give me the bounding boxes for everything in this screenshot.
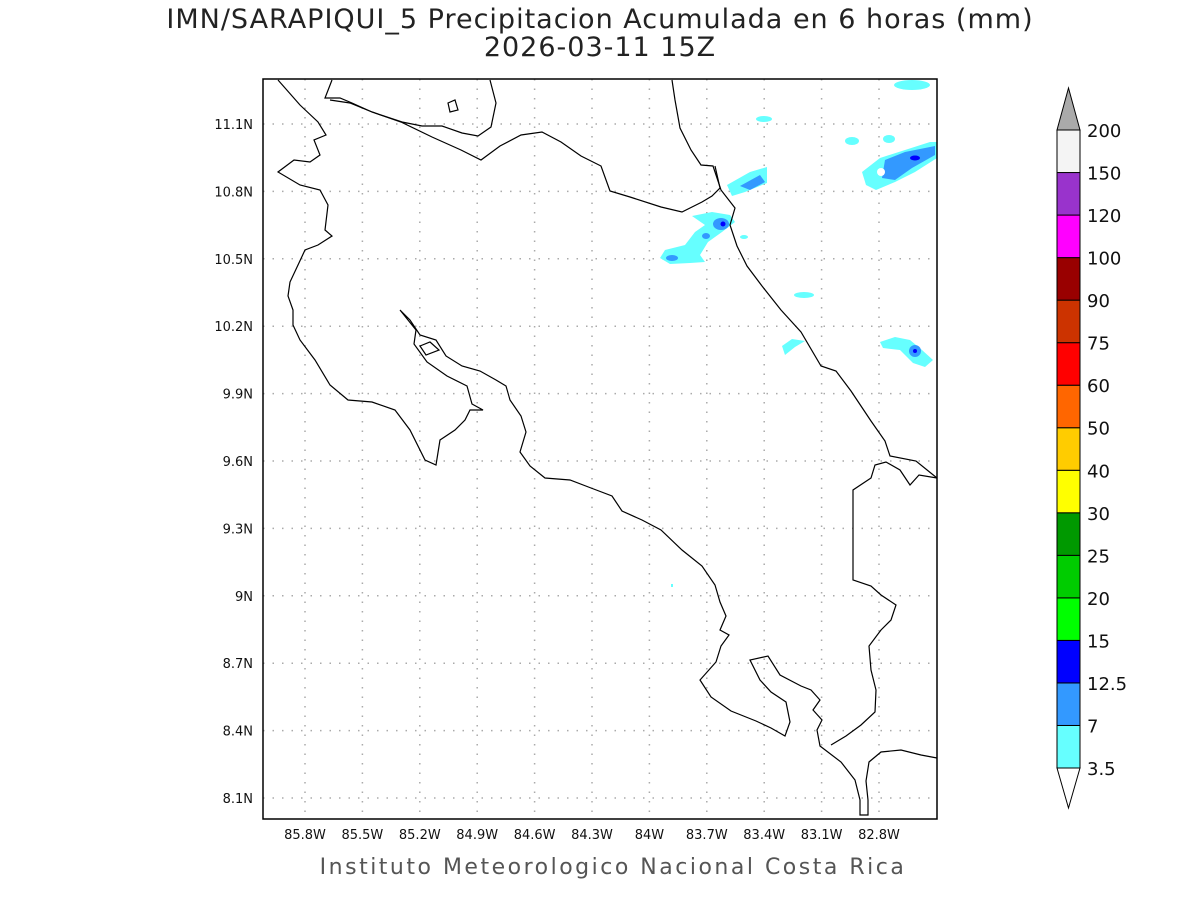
colorbar-swatch: [1056, 129, 1081, 174]
colorbar-below-triangle: [1056, 767, 1081, 810]
lon-tick-label: 85.5W: [341, 828, 383, 843]
precip-area: [671, 584, 673, 587]
colorbar-swatch: [1056, 682, 1081, 726]
colorbar-swatch: [1056, 427, 1081, 471]
lon-tick-label: 82.8W: [858, 828, 900, 843]
colorbar-swatch: [1056, 554, 1081, 599]
colorbar-swatch: [1056, 214, 1081, 259]
colorbar-label: 75: [1087, 334, 1110, 355]
colorbar-label: 60: [1087, 376, 1110, 397]
colorbar-label: 120: [1087, 206, 1121, 227]
colorbar-label: 7: [1087, 716, 1098, 737]
precip-area: [740, 175, 765, 190]
coastlines-borders: [276, 79, 938, 816]
lon-tick-label: 84.9W: [456, 828, 498, 843]
precip-area: [882, 146, 935, 180]
colorbar-swatch: [1056, 299, 1081, 344]
colorbar-label: 200: [1087, 121, 1121, 142]
colorbar-label: 100: [1087, 249, 1121, 270]
lon-tick-label: 85.2W: [399, 828, 441, 843]
lat-tick-label: 9N: [235, 590, 253, 605]
lon-tick-label: 83.4W: [743, 828, 785, 843]
colorbar-label: 12.5: [1087, 674, 1127, 695]
precipitation-field: [660, 80, 937, 587]
colorbar-label: 40: [1087, 461, 1110, 482]
lat-lon-grid: [263, 79, 937, 819]
panama-border: [830, 461, 938, 746]
lat-tick-label: 10.8N: [214, 185, 253, 200]
caribbean-coastline: [671, 79, 938, 479]
lon-tick-label: 85.8W: [284, 828, 326, 843]
axis-ticks: 85.8W 85.5W 85.2W 84.9W 84.6W 84.3W 84W 83.7W 83…: [214, 118, 900, 843]
lat-tick-label: 9.9N: [223, 388, 253, 403]
nicaragua-border: [329, 99, 721, 213]
colorbar-swatch: [1056, 172, 1081, 216]
precip-area: [666, 255, 678, 261]
lon-tick-label: 84.6W: [514, 828, 556, 843]
colorbar-label: 30: [1087, 504, 1110, 525]
colorbar-label: 20: [1087, 589, 1110, 610]
lon-tick-label: 84W: [635, 828, 665, 843]
precip-area: [910, 155, 920, 161]
precip-area: [756, 116, 772, 122]
colorbar-above-triangle: [1056, 86, 1081, 131]
colorbar-label: 50: [1087, 419, 1110, 440]
colorbar-label: 15: [1087, 631, 1110, 652]
map-valid-time: 2026-03-11 15Z: [483, 32, 717, 63]
precip-area: [794, 292, 814, 298]
colorbar-swatch: [1056, 724, 1081, 769]
precip-area: [727, 167, 767, 196]
precip-area: [782, 339, 805, 355]
precip-area: [845, 137, 859, 145]
colorbar-swatch: [1056, 512, 1081, 556]
lon-tick-label: 83.7W: [686, 828, 728, 843]
pacific-coastline: [276, 79, 938, 816]
lat-tick-label: 11.1N: [214, 118, 253, 133]
lat-tick-label: 8.7N: [223, 657, 253, 672]
map-frame: [262, 78, 938, 820]
colorbar-swatch: [1056, 342, 1081, 386]
lat-tick-label: 10.5N: [214, 253, 253, 268]
precip-area: [877, 168, 885, 176]
precip-area: [740, 235, 748, 239]
colorbar-label: 25: [1087, 546, 1110, 567]
lat-tick-label: 9.6N: [223, 455, 253, 470]
precip-area: [702, 233, 710, 239]
colorbar-swatch: [1056, 469, 1081, 514]
lon-tick-label: 83.1W: [801, 828, 843, 843]
lat-tick-label: 8.1N: [223, 792, 253, 807]
footer-credit: Instituto Meteorologico Nacional Costa R…: [319, 855, 907, 880]
island: [447, 99, 459, 113]
colorbar-label: 3.5: [1087, 759, 1116, 780]
colorbar-swatch: [1056, 639, 1081, 684]
precip-area: [913, 349, 917, 353]
colorbar-swatch: [1056, 384, 1081, 429]
lat-tick-label: 8.4N: [223, 725, 253, 740]
precip-area: [883, 135, 895, 143]
map-title: IMN/SARAPIQUI_5 Precipitacion Acumulada …: [166, 4, 1034, 35]
lat-tick-label: 9.3N: [223, 522, 253, 537]
colorbar-label: 90: [1087, 291, 1110, 312]
precip-area: [720, 221, 726, 227]
colorbar: 3.5 7 12.5 15 20 25 30 40 50 60 75 90 100 120 150 200: [1056, 86, 1127, 810]
colorbar-swatch: [1056, 257, 1081, 301]
lat-tick-label: 10.2N: [214, 320, 253, 335]
lake-nicaragua-shore: [324, 79, 497, 137]
precip-area: [880, 337, 933, 367]
precip-area: [894, 80, 930, 90]
lon-tick-label: 84.3W: [571, 828, 613, 843]
colorbar-label: 150: [1087, 164, 1121, 185]
colorbar-swatch: [1056, 597, 1081, 641]
gulf-island: [419, 341, 441, 356]
